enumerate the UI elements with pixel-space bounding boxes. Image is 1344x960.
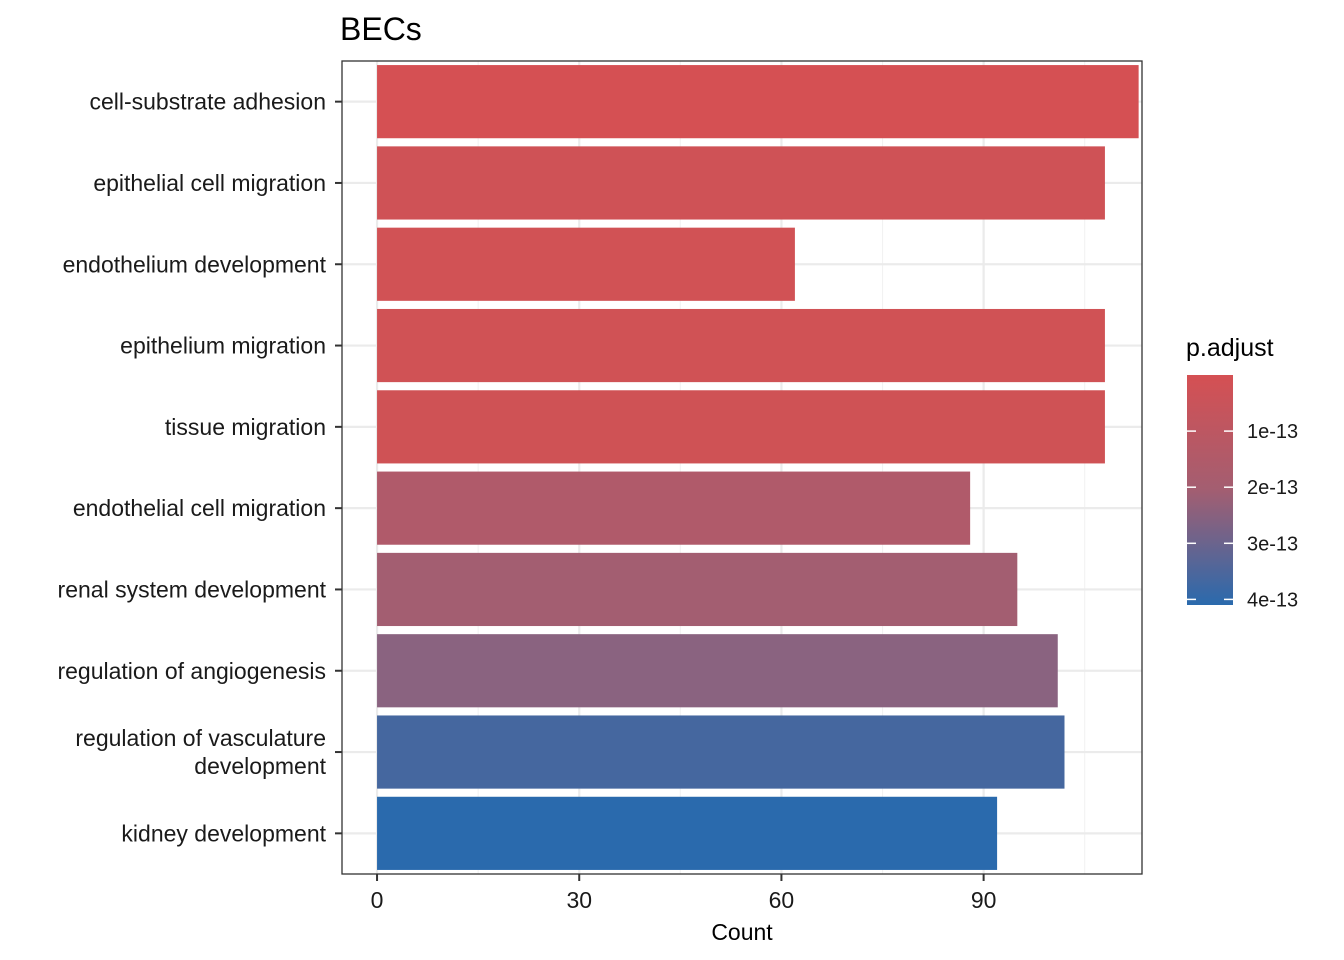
category-label: regulation of vasculature: [75, 725, 326, 751]
legend-ticks: 1e-13 2e-13 3e-13 4e-13: [1187, 421, 1298, 611]
bar: [377, 308, 1105, 383]
bar: [377, 65, 1139, 139]
x-tick-label: 0: [371, 887, 384, 913]
bar: [377, 634, 1058, 708]
category-label: renal system development: [58, 576, 327, 602]
category-label: endothelium development: [63, 251, 327, 277]
category-label: endothelial cell migration: [73, 495, 326, 521]
category-label: development: [194, 753, 326, 779]
bar: [377, 146, 1105, 220]
x-tick-label: 30: [566, 887, 592, 913]
bar: [377, 471, 971, 545]
category-label: tissue migration: [165, 414, 326, 440]
bar: [377, 715, 1065, 789]
legend-label: 2e-13: [1247, 477, 1298, 499]
category-label: cell-substrate adhesion: [89, 89, 326, 115]
legend-label: 3e-13: [1247, 533, 1298, 555]
bar: [377, 552, 1018, 627]
legend-label: 1e-13: [1247, 421, 1298, 443]
category-label: epithelium migration: [120, 333, 326, 359]
bar: [377, 227, 795, 301]
legend-title: p.adjust: [1186, 334, 1274, 362]
chart-title: BECs: [340, 11, 422, 47]
bar: [377, 390, 1105, 464]
bars: [377, 65, 1139, 870]
legend-label: 4e-13: [1247, 589, 1298, 611]
x-tick-label: 90: [971, 887, 997, 913]
x-axis-title: Count: [711, 919, 773, 945]
bar: [377, 796, 998, 870]
category-label: epithelial cell migration: [93, 170, 326, 196]
legend-color-bar: [1187, 375, 1233, 605]
plot-border: [341, 60, 1143, 875]
legend: p.adjust 1e-13 2e-13 3e-13 4e-13: [1186, 334, 1298, 611]
category-label: regulation of angiogenesis: [57, 658, 326, 684]
x-tick-label: 60: [769, 887, 795, 913]
y-axis: cell-substrate adhesion epithelial cell m…: [57, 89, 342, 846]
x-axis: 0 30 60 90: [371, 874, 997, 913]
category-label: kidney development: [121, 820, 326, 846]
